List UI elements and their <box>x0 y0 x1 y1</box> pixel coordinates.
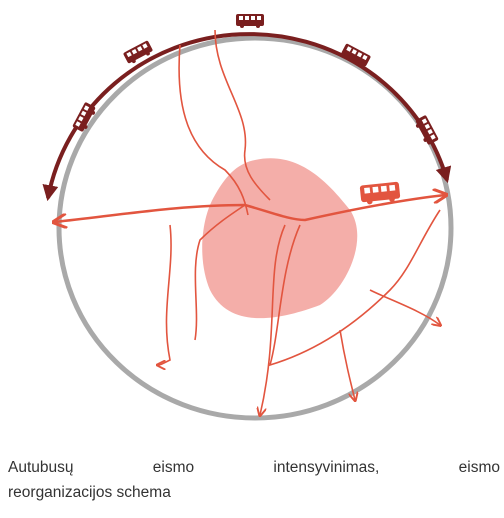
diagram <box>42 14 454 421</box>
caption-line: reorganizacijos schema <box>8 484 171 501</box>
caption-line: Autubusų eismo intensyvinimas, eismo <box>8 459 500 476</box>
bus-icons <box>72 14 439 205</box>
streets <box>55 29 445 415</box>
